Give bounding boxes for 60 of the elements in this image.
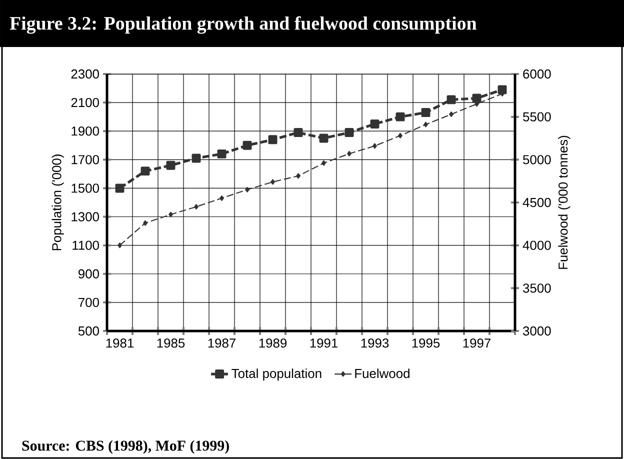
point — [140, 166, 150, 176]
point — [245, 186, 250, 192]
point — [217, 149, 226, 158]
legend-label: Total population — [232, 368, 322, 381]
y-tick-label: 1900 — [72, 126, 99, 136]
x-tick-label: 1995 — [412, 338, 440, 348]
point — [296, 173, 300, 179]
x-tick-label: 1989 — [259, 338, 287, 348]
y2-tick-label: 6000 — [523, 69, 551, 79]
point — [294, 128, 303, 138]
y2-axis-title: Fuelwood ('000 tonnes) — [558, 136, 570, 269]
x-tick-label: 1987 — [208, 338, 236, 348]
point — [372, 143, 377, 149]
point — [168, 212, 173, 218]
point — [192, 154, 201, 163]
point — [396, 112, 405, 122]
legend-label: Fuelwood — [355, 368, 410, 378]
y2-tick-label: 3500 — [523, 284, 551, 293]
point — [446, 95, 456, 104]
point — [472, 94, 482, 103]
y-tick-label: 1300 — [72, 212, 99, 222]
y2-tick-label: 4000 — [522, 240, 551, 250]
point — [115, 184, 124, 193]
point — [242, 140, 252, 150]
point — [449, 112, 454, 117]
x-tick-label: 1997 — [463, 338, 490, 348]
y2-tick-label: 5500 — [523, 112, 551, 122]
y-tick-label: 2100 — [71, 98, 99, 108]
y2-tick-label: 3000 — [523, 326, 551, 336]
point — [344, 128, 354, 138]
point — [398, 132, 402, 138]
point — [370, 119, 380, 128]
y-tick-label: 1100 — [72, 240, 99, 250]
point — [322, 160, 326, 166]
y-tick-label: 700 — [78, 298, 99, 308]
y-tick-label: 2300 — [71, 69, 99, 79]
point — [220, 195, 224, 201]
point — [421, 108, 430, 118]
x-tick-label: 1981 — [106, 338, 134, 348]
point — [194, 204, 198, 210]
y2-tick-label: 5000 — [523, 155, 551, 164]
point — [268, 135, 278, 144]
y2-tick-label: 4500 — [522, 198, 551, 208]
x-tick-label: 1993 — [361, 338, 389, 348]
source-note: Source: CBS (1998), MoF (1999) — [22, 440, 229, 454]
point — [118, 242, 122, 248]
point — [424, 122, 428, 128]
y-tick-label: 1500 — [72, 184, 99, 193]
chart-title: Figure 3.2: Population growth and fuelwood consumption — [10, 16, 477, 34]
y-axis-title: Population ('000) — [52, 154, 64, 250]
y-tick-label: 900 — [78, 269, 99, 278]
y-tick-label: 500 — [78, 326, 99, 336]
x-tick-label: 1985 — [157, 338, 185, 348]
y-tick-label: 1700 — [72, 155, 99, 164]
point — [143, 220, 148, 226]
x-tick-label: 1991 — [310, 338, 338, 348]
point — [319, 134, 328, 143]
point — [166, 160, 176, 170]
point — [270, 179, 275, 185]
point — [347, 150, 352, 156]
